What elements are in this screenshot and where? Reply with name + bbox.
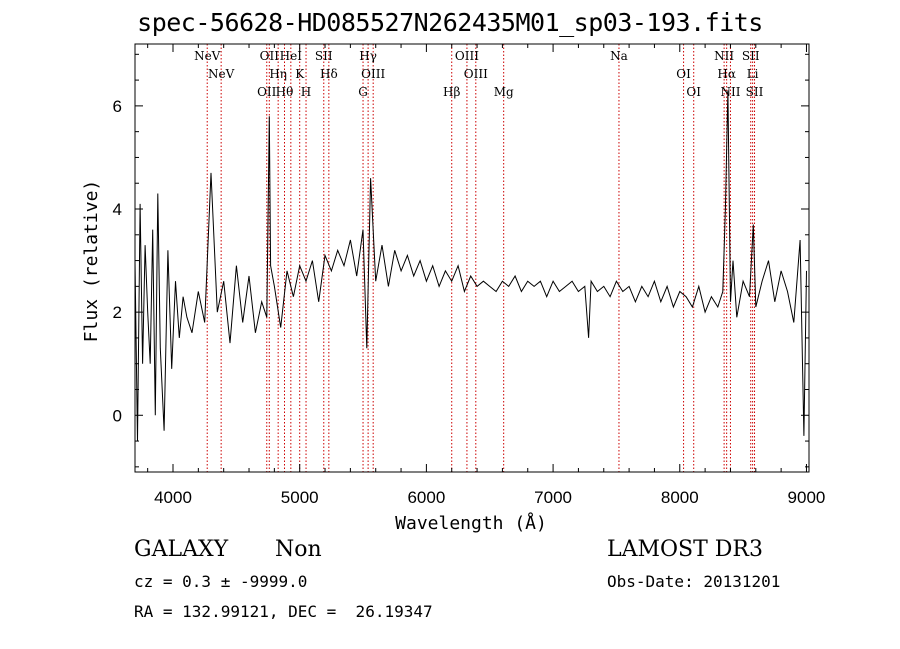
line-label: K (295, 67, 305, 81)
line-label: H (301, 85, 311, 99)
line-label: Li (747, 67, 759, 81)
line-label: SII (746, 85, 764, 99)
x-tick-label: 4000 (154, 488, 192, 507)
y-axis-label: Flux (relative) (81, 180, 102, 343)
plot-frame (134, 43, 810, 473)
line-label: HeI (280, 49, 303, 63)
y-tick-label: 4 (113, 200, 122, 219)
line-label: Na (610, 49, 628, 63)
x-tick-label: 6000 (407, 488, 445, 507)
y-tick-label: 0 (113, 406, 122, 425)
line-label: Hη (269, 67, 287, 81)
y-tick-label: 2 (113, 303, 122, 322)
subclass-label: Non (275, 537, 322, 562)
line-label: SII (742, 49, 760, 63)
class-label: GALAXY (134, 537, 229, 562)
line-label: OIII (361, 67, 385, 81)
line-label: NeV (194, 49, 221, 63)
line-label: Hβ (443, 85, 460, 99)
line-label: NII (720, 85, 740, 99)
x-tick-label: 7000 (534, 488, 572, 507)
line-label: NII (714, 49, 734, 63)
y-tick-label: 6 (113, 97, 122, 116)
line-label: Hγ (359, 49, 377, 63)
line-label: OIII (464, 67, 488, 81)
line-label: OI (686, 85, 701, 99)
line-label: OIII (455, 49, 479, 63)
line-labels: NeV NeV OII OII Hη Hθ HeI KH SII Hδ G Hγ OIII Hβ OIII O… (194, 49, 764, 99)
line-markers (206, 44, 756, 472)
line-label: OII (257, 85, 277, 99)
x-tick-label: 5000 (281, 488, 319, 507)
x-tick-label: 8000 (661, 488, 699, 507)
survey-label: LAMOST DR3 (607, 537, 763, 562)
line-label: Hα (717, 67, 736, 81)
line-label: OII (260, 49, 280, 63)
line-label: Hθ (276, 85, 294, 99)
x-axis-label: Wavelength (Å) (395, 512, 547, 534)
x-tick-label: 9000 (788, 488, 826, 507)
chart-title: spec-56628-HD085527N262435M01_sp03-193.f… (137, 8, 763, 37)
cz-line: cz = 0.3 ± -9999.0 (134, 572, 308, 591)
line-label: NeV (208, 67, 235, 81)
line-label: G (358, 85, 368, 99)
radec-line: RA = 132.99121, DEC = 26.19347 (134, 602, 433, 621)
obs-date: Obs-Date: 20131201 (607, 572, 781, 591)
line-label: SII (315, 49, 333, 63)
line-label: OI (676, 67, 691, 81)
spectrum-line (134, 90, 807, 442)
line-label: Hδ (320, 67, 338, 81)
axes-group: 4000 5000 6000 7000 8000 9000 0 2 4 6 (113, 43, 826, 507)
line-label: Mg (494, 85, 514, 99)
spectrum-group (134, 90, 807, 442)
